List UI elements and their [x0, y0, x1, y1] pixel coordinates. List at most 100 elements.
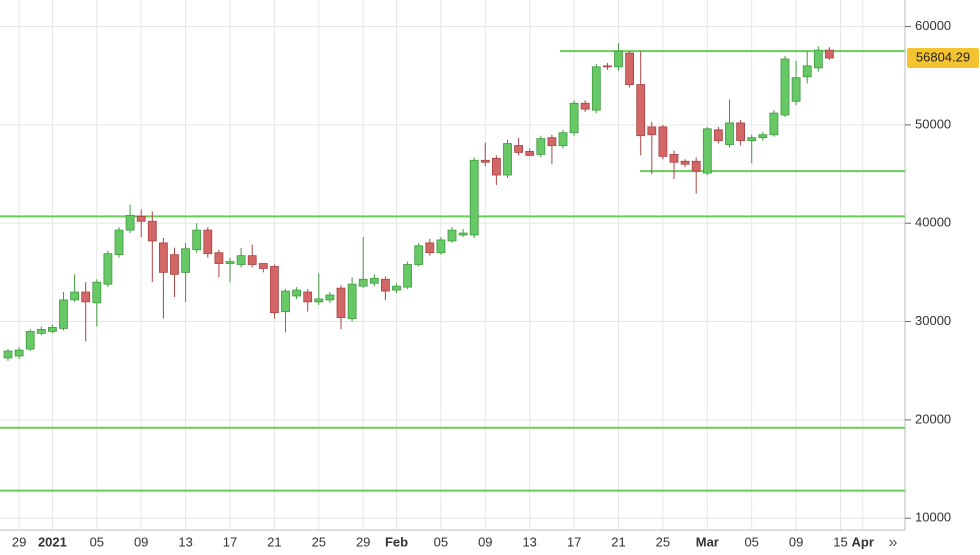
- x-tick-label: 17: [567, 534, 581, 549]
- candle-body: [825, 49, 834, 59]
- y-tick-label: 50000: [915, 116, 951, 131]
- x-tick-label: Mar: [696, 534, 719, 549]
- x-tick-label: 05: [744, 534, 758, 549]
- candle-body: [203, 229, 213, 255]
- candle-body: [247, 255, 257, 265]
- candle-body: [59, 299, 68, 329]
- candle-body: [480, 159, 490, 163]
- candle-body: [225, 261, 235, 264]
- candle-body: [369, 277, 379, 284]
- x-tick-label: 05: [90, 534, 104, 549]
- candle-body: [691, 160, 701, 172]
- candle-body: [736, 122, 745, 142]
- x-tick-label: 13: [522, 534, 536, 549]
- candle-body: [447, 229, 457, 242]
- candle-body: [258, 263, 268, 269]
- candle-body: [525, 151, 535, 156]
- candle-body: [714, 129, 723, 142]
- candle-body: [414, 245, 424, 265]
- candle-body: [669, 153, 679, 163]
- candle-body: [380, 278, 390, 292]
- candle-body: [192, 229, 202, 251]
- candle-body: [802, 65, 812, 78]
- x-tick-label: Apr: [852, 534, 874, 549]
- candle-body: [3, 350, 13, 359]
- candle-body: [614, 50, 623, 68]
- candle-body: [292, 289, 302, 297]
- y-tick-label: 40000: [915, 215, 951, 230]
- candle-body: [580, 102, 590, 110]
- candle-body: [325, 294, 335, 301]
- candle-body: [403, 264, 413, 288]
- x-tick-label: 13: [178, 534, 192, 549]
- x-tick-label: 09: [478, 534, 492, 549]
- y-tick-label: 60000: [915, 18, 951, 33]
- x-tick-label: 29: [356, 534, 370, 549]
- candle-body: [103, 253, 113, 285]
- x-tick-label: 25: [312, 534, 326, 549]
- candle-body: [236, 255, 246, 265]
- candle-body: [647, 126, 657, 136]
- candle-body: [436, 239, 446, 254]
- candle-body: [269, 266, 279, 314]
- candle-body: [336, 287, 346, 319]
- candle-body: [503, 143, 512, 176]
- x-tick-label: 2021: [38, 534, 67, 549]
- candle-body: [214, 252, 224, 264]
- candle-body: [425, 242, 435, 254]
- candle-body: [281, 290, 290, 313]
- candle-body: [114, 229, 124, 256]
- candle-body: [81, 291, 91, 303]
- candle-body: [636, 84, 646, 137]
- candle-body: [536, 138, 546, 155]
- x-tick-label: 21: [267, 534, 281, 549]
- candle-body: [14, 349, 24, 357]
- candle-body: [569, 102, 579, 134]
- candle-body: [303, 291, 313, 303]
- candle-body: [725, 122, 734, 145]
- candle-body: [125, 214, 135, 231]
- x-tick-label: 09: [789, 534, 803, 549]
- candle-body: [780, 58, 790, 116]
- candle-body: [603, 65, 612, 68]
- last-price-box: [907, 47, 979, 68]
- candle-body: [170, 254, 179, 275]
- candle-body: [347, 283, 357, 319]
- candle-body: [469, 159, 479, 236]
- candle-body: [558, 132, 568, 146]
- candle-body: [25, 330, 35, 350]
- candle-body: [458, 232, 468, 236]
- x-tick-label: 25: [656, 534, 670, 549]
- candle-body: [136, 215, 146, 222]
- x-tick-label: 17: [223, 534, 237, 549]
- candle-body: [92, 281, 102, 304]
- y-tick-label: 10000: [915, 510, 951, 525]
- candle-body: [314, 298, 324, 303]
- x-tick-label: 09: [134, 534, 148, 549]
- candle-body: [625, 52, 634, 85]
- candle-body: [181, 248, 191, 273]
- x-tick-label: 05: [434, 534, 448, 549]
- x-tick-label: 29: [12, 534, 26, 549]
- candle-body: [547, 137, 557, 146]
- candle-body: [769, 112, 779, 136]
- x-tick-label: 15: [833, 534, 847, 549]
- x-tick-label: Feb: [385, 534, 408, 549]
- candle-body: [758, 134, 768, 139]
- candle-body: [392, 285, 401, 291]
- candle-body: [36, 329, 46, 334]
- y-tick-label: 20000: [915, 411, 951, 426]
- candle-body: [591, 66, 601, 111]
- candle-body: [813, 49, 823, 69]
- y-tick-label: 30000: [915, 313, 951, 328]
- candle-body: [702, 128, 712, 174]
- scroll-right-button[interactable]: »: [889, 534, 898, 551]
- candle-body: [514, 145, 523, 153]
- candle-body: [791, 77, 801, 102]
- candle-body: [747, 137, 757, 142]
- candle-body: [358, 278, 368, 287]
- candle-body: [48, 327, 57, 332]
- candle-body: [70, 291, 79, 301]
